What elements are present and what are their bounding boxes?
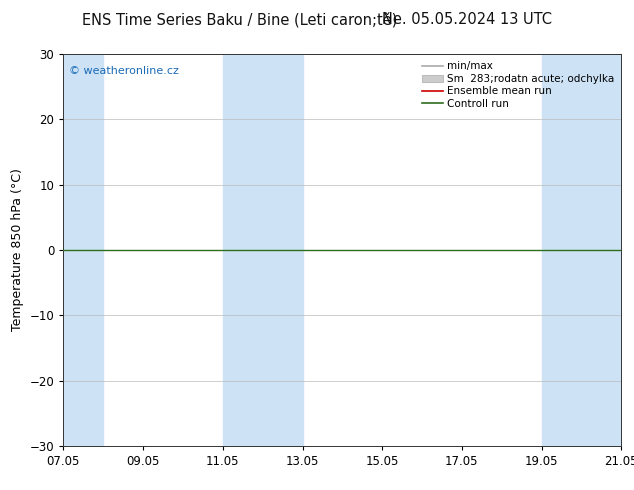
Legend: min/max, Sm  283;rodatn acute; odchylka, Ensemble mean run, Controll run: min/max, Sm 283;rodatn acute; odchylka, … [420,59,616,111]
Bar [262,54,302,446]
Bar [63,54,103,446]
Text: © weatheronline.cz: © weatheronline.cz [69,66,179,75]
Text: ENS Time Series Baku / Bine (Leti caron;tě): ENS Time Series Baku / Bine (Leti caron;… [82,12,398,28]
Bar [541,54,581,446]
Bar [223,54,262,446]
Bar [581,54,621,446]
Text: Ne. 05.05.2024 13 UTC: Ne. 05.05.2024 13 UTC [382,12,552,27]
Y-axis label: Temperature 850 hPa (°C): Temperature 850 hPa (°C) [11,169,24,331]
